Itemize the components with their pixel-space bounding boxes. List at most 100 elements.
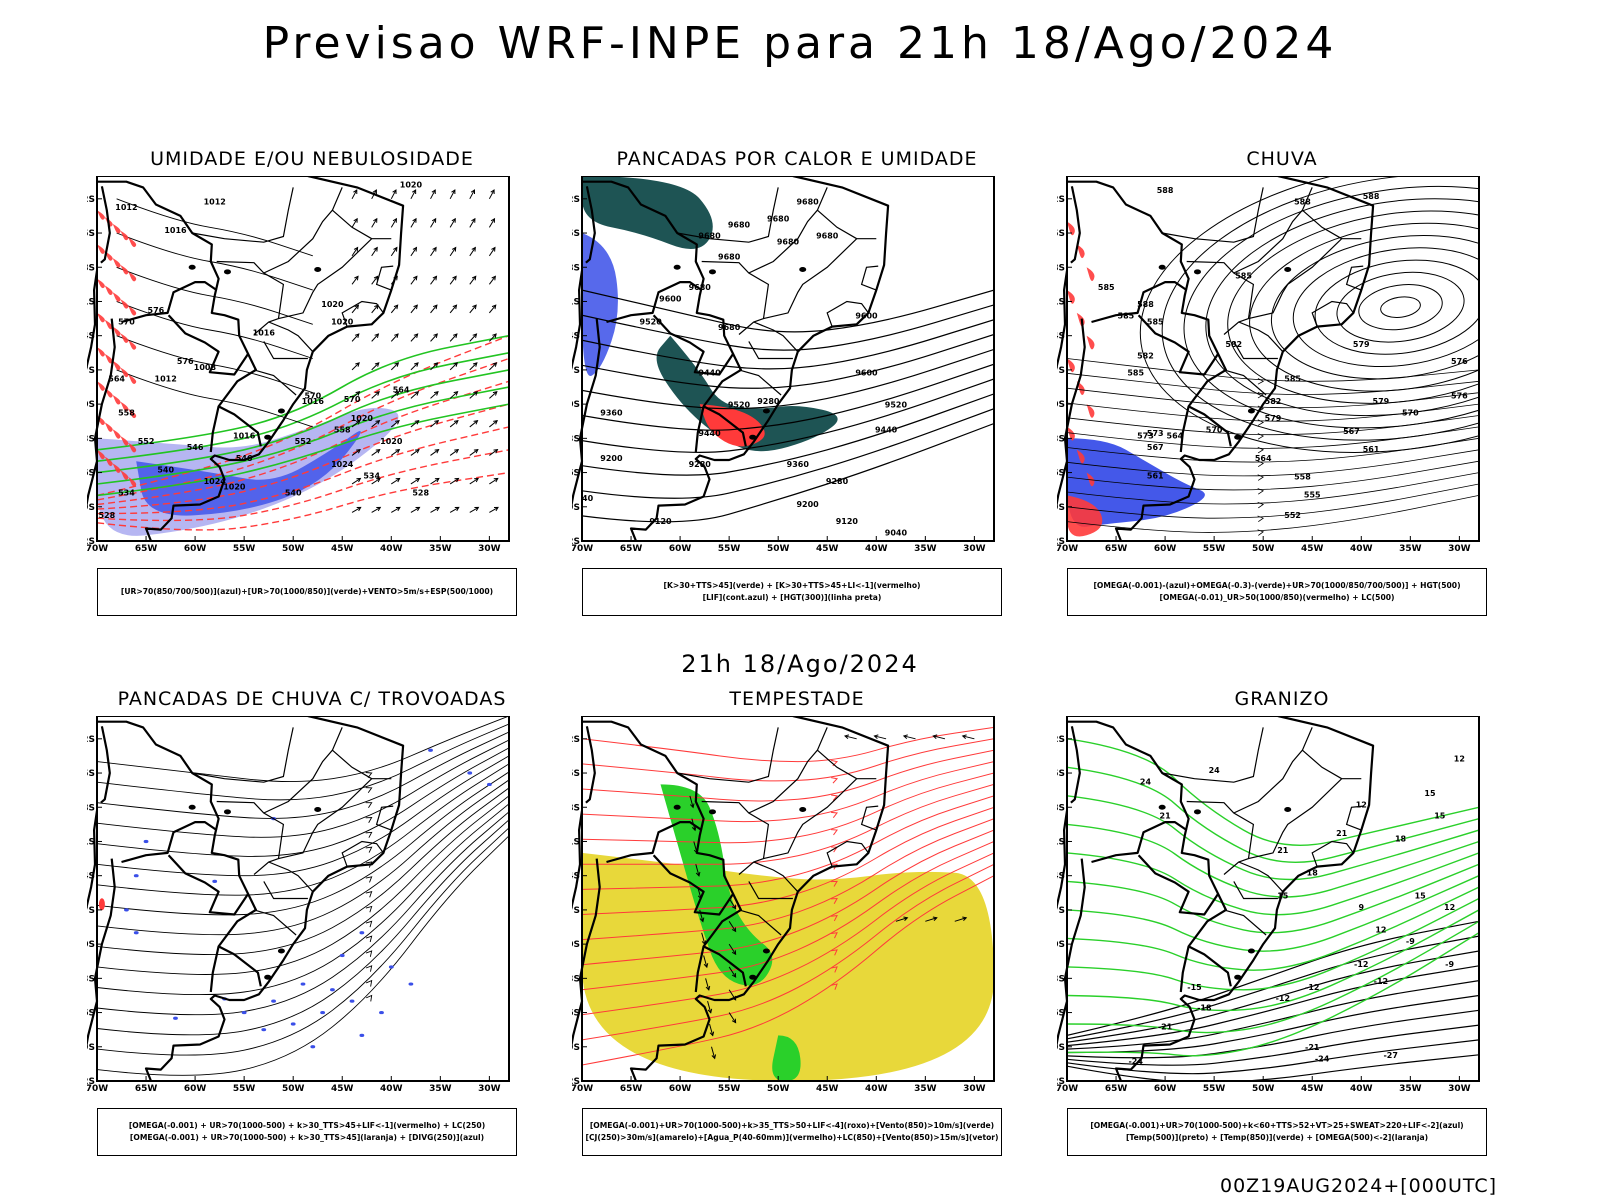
lake-mark xyxy=(708,809,716,815)
lon-tick-label: 70W xyxy=(572,1084,593,1094)
contour-label: 9600 xyxy=(855,369,878,378)
lon-tick-label: 50W xyxy=(282,544,305,554)
lat-tick-label: 36S xyxy=(1057,469,1065,479)
andes-temp-fleck xyxy=(1079,775,1091,787)
legend-line: [OMEGA(-0.001)+UR>70(1000-500)+k<60+TTS>… xyxy=(1090,1121,1464,1130)
wind-vector-head xyxy=(903,916,909,921)
streamline xyxy=(582,795,994,890)
country-border xyxy=(209,946,220,993)
lon-tick-label: 30W xyxy=(963,544,986,554)
lake-mark xyxy=(799,267,807,273)
andes-humidity-fleck xyxy=(112,292,121,302)
wind-vector-head xyxy=(452,333,458,339)
map-base xyxy=(87,716,405,1082)
legend-line: [OMEGA(-0.001) + UR>70(1000-500) + k>30_… xyxy=(129,1133,485,1142)
contour-label: 12 xyxy=(1444,903,1455,912)
andes-humidity-fleck xyxy=(112,463,121,473)
contour-label: 561 xyxy=(1147,471,1164,480)
wind-vector xyxy=(469,449,479,456)
lat-tick-label: 27S xyxy=(1057,906,1065,916)
contour-label: 24 xyxy=(1140,777,1152,786)
streamline xyxy=(582,818,994,941)
andes-humidity-fleck xyxy=(104,422,113,432)
wind-vector xyxy=(469,247,476,257)
coastline-west xyxy=(572,810,584,911)
lif-region xyxy=(582,233,618,377)
thickness-contour xyxy=(97,449,509,522)
wind-vector-head xyxy=(932,734,938,740)
wind-vector xyxy=(488,276,496,285)
wind-vector-head xyxy=(454,506,460,512)
contour-label: 9280 xyxy=(689,460,712,469)
streamline xyxy=(97,779,509,936)
wind-vector-head xyxy=(711,1054,717,1060)
field-layer xyxy=(582,726,994,1081)
lat-tick-label: 33S xyxy=(572,974,580,984)
streamline xyxy=(1067,372,1479,395)
wind-vector xyxy=(351,276,359,285)
lat-tick-label: 27S xyxy=(87,366,95,376)
lat-tick-label: 36S xyxy=(572,1009,580,1019)
wind-vector-head xyxy=(705,985,711,991)
k-tts-region xyxy=(582,176,713,249)
contour-label: 573 xyxy=(1137,431,1154,440)
low-level-humidity-contour xyxy=(97,352,509,462)
wind-vector xyxy=(489,420,498,428)
wind-vector-head xyxy=(873,734,879,740)
map-umidade: 1012 1012 1016 1016 1008 1012 1020 1020 1016 1020… xyxy=(87,176,510,554)
wind-vector xyxy=(410,189,417,200)
coastline-west xyxy=(1057,270,1069,371)
hgt300-contour xyxy=(582,333,994,389)
lat-tick-label: 18S xyxy=(572,263,580,273)
mid-title: 21h 18/Ago/2024 xyxy=(681,650,919,678)
pressure-contour xyxy=(116,198,313,257)
country-border xyxy=(694,406,705,453)
divergence-spot xyxy=(300,982,306,986)
state-border xyxy=(817,209,858,240)
lat-tick-label: 30S xyxy=(1057,940,1065,950)
contour-label: -12 xyxy=(1354,960,1368,969)
wind-vector xyxy=(430,420,439,428)
legend-box: [OMEGA(-0.001)+UR>70(1000-500)+k<60+TTS>… xyxy=(1067,1108,1487,1156)
state-border xyxy=(1162,727,1264,783)
wind-vector-head xyxy=(709,1031,715,1037)
wind-vector xyxy=(469,362,478,371)
wind-vector-head xyxy=(451,217,456,223)
wind-vector xyxy=(488,218,495,228)
streamline xyxy=(97,811,509,1016)
wind-vector-head xyxy=(354,275,359,281)
wind-vector-head xyxy=(375,391,380,396)
streamline-arrow xyxy=(831,880,838,887)
wind-vector-head xyxy=(394,333,399,339)
lat-tick-label: 39S xyxy=(1057,1043,1065,1053)
wind-vector xyxy=(707,1001,712,1013)
streamline xyxy=(1067,415,1479,436)
coastline-east xyxy=(1114,716,1375,1082)
streamline-arrow xyxy=(1257,391,1265,399)
panel-tempestade: TEMPESTADE 12S 15S 18S 21S 24S 27S 30S 33S 36S 39… xyxy=(572,688,1022,1158)
country-border xyxy=(582,720,747,987)
wind-vector-head xyxy=(355,391,361,396)
wind-vector-head xyxy=(932,916,938,921)
contour-label: 12 xyxy=(1356,800,1367,809)
lon-tick-label: 40W xyxy=(1350,1084,1373,1094)
contour-label: 576 xyxy=(1451,357,1468,366)
temp500-contour xyxy=(1067,1009,1479,1059)
thunderstorm-spot xyxy=(98,898,105,911)
streamline xyxy=(97,795,509,975)
lat-tick-label: 24S xyxy=(572,332,580,342)
wind-vector xyxy=(903,735,916,740)
divergence-spot xyxy=(388,965,394,969)
lon-tick-label: 40W xyxy=(1350,544,1373,554)
temp850-contour xyxy=(1067,909,1479,1012)
contour-label: 9280 xyxy=(826,477,849,486)
streamline-arrow xyxy=(831,932,838,939)
hgt500-contour xyxy=(1380,296,1421,318)
lake-mark xyxy=(1193,269,1201,275)
streamline-arrow xyxy=(831,777,839,784)
wind-vector-head xyxy=(731,973,737,978)
wind-vector-head xyxy=(414,419,420,425)
contour-label: 9200 xyxy=(796,500,819,509)
wind-vector xyxy=(488,189,495,200)
wind-vector xyxy=(430,276,437,285)
